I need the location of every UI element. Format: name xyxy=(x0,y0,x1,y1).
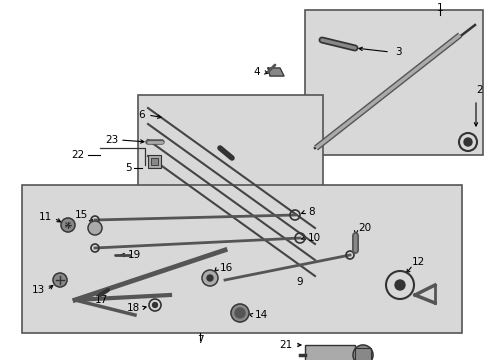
Text: 1: 1 xyxy=(436,3,443,13)
Polygon shape xyxy=(267,68,284,76)
Text: 15: 15 xyxy=(75,210,88,220)
Circle shape xyxy=(53,273,67,287)
Text: 18: 18 xyxy=(126,303,140,313)
Bar xyxy=(305,345,354,360)
Text: 12: 12 xyxy=(411,257,425,267)
Text: 9: 9 xyxy=(296,277,303,287)
Circle shape xyxy=(202,270,218,286)
Text: 5: 5 xyxy=(125,163,132,173)
Text: 2: 2 xyxy=(476,85,482,95)
Bar xyxy=(22,185,461,333)
Circle shape xyxy=(230,304,248,322)
Bar xyxy=(354,348,370,360)
Text: 3: 3 xyxy=(394,47,401,57)
Circle shape xyxy=(152,302,157,307)
Bar xyxy=(151,158,158,165)
Text: 16: 16 xyxy=(220,263,233,273)
Circle shape xyxy=(463,138,471,146)
Text: 21: 21 xyxy=(278,340,291,350)
Text: 17: 17 xyxy=(95,295,108,305)
Text: 22: 22 xyxy=(72,150,85,160)
Text: 7: 7 xyxy=(196,335,203,345)
Circle shape xyxy=(88,221,102,235)
Circle shape xyxy=(394,280,404,290)
Text: 6: 6 xyxy=(138,110,145,120)
Text: 13: 13 xyxy=(32,285,45,295)
Text: 23: 23 xyxy=(104,135,118,145)
Bar xyxy=(148,155,161,168)
Text: 14: 14 xyxy=(254,310,268,320)
Bar xyxy=(305,10,482,155)
Text: 11: 11 xyxy=(39,212,52,222)
Circle shape xyxy=(352,345,372,360)
Circle shape xyxy=(206,275,213,281)
Circle shape xyxy=(61,218,75,232)
Text: 19: 19 xyxy=(128,250,141,260)
Text: 8: 8 xyxy=(307,207,314,217)
Text: 10: 10 xyxy=(307,233,321,243)
Circle shape xyxy=(235,308,244,318)
Bar xyxy=(138,95,323,235)
Text: 4: 4 xyxy=(253,67,260,77)
Text: 20: 20 xyxy=(357,223,370,233)
